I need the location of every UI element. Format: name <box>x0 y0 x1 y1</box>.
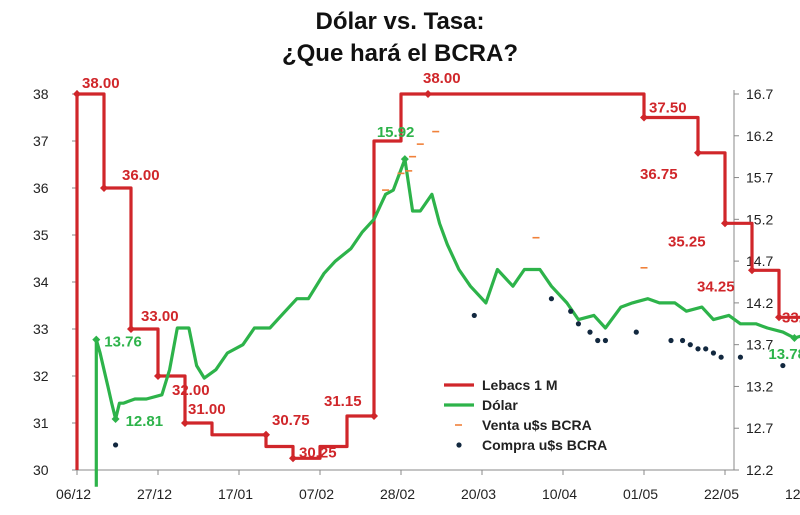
data-label: 38.00 <box>423 70 461 87</box>
x-tick-label: 22/05 <box>704 486 739 502</box>
y-tick-label: 30 <box>33 462 49 478</box>
compra-point <box>568 308 574 314</box>
compra-point <box>703 346 709 352</box>
data-marker <box>154 372 162 380</box>
data-marker <box>694 148 702 157</box>
compra-point <box>737 354 744 360</box>
y-tick-label: 33 <box>33 321 49 337</box>
x-tick-label: 27/12 <box>137 486 172 502</box>
y-tick-label: 36 <box>33 180 49 196</box>
data-marker <box>370 411 378 420</box>
data-marker <box>127 325 135 333</box>
data-marker <box>748 266 756 275</box>
x-tick-label: 28/02 <box>380 486 415 502</box>
data-label: 37.50 <box>649 100 687 117</box>
data-marker <box>73 90 81 98</box>
compra-point <box>471 312 477 319</box>
compra-point <box>668 337 674 344</box>
y2-tick-label: 12.7 <box>746 420 773 436</box>
dolar-series-line <box>94 157 800 487</box>
y-tick-label: 32 <box>33 368 49 384</box>
compra-point <box>687 342 693 348</box>
x-tick-label: 06/12 <box>56 486 91 502</box>
legend: Lebacs 1 M Dólar Venta u$s BCRA Compra u$s … <box>444 377 607 453</box>
compra-point <box>718 354 724 360</box>
data-label: 32.00 <box>172 382 210 399</box>
y-tick-label: 31 <box>33 415 49 431</box>
data-marker <box>262 430 270 439</box>
legend-label: Dólar <box>482 397 518 413</box>
legend-label: Lebacs 1 M <box>482 377 557 393</box>
plot-area <box>73 90 800 487</box>
data-label: 34.25 <box>697 278 735 295</box>
x-tick-label: 01/05 <box>623 486 658 502</box>
data-marker <box>289 454 297 463</box>
y2-tick-label: 16.7 <box>746 86 773 102</box>
chart-title-line-1: Dólar vs. Tasa: <box>315 8 485 35</box>
data-marker <box>790 333 799 342</box>
data-label: 31.15 <box>324 393 362 410</box>
data-marker <box>400 155 409 164</box>
x-tick-label: 20/03 <box>461 486 496 502</box>
data-label: 30.75 <box>272 412 310 429</box>
y2-tick-label: 13.2 <box>746 378 773 394</box>
legend-swatch <box>456 442 462 448</box>
compra-point <box>587 329 593 335</box>
data-label: 30.25 <box>299 444 337 461</box>
data-marker <box>775 313 783 322</box>
x-tick-label: 10/04 <box>542 486 577 502</box>
y2-tick-label: 15.7 <box>746 170 773 186</box>
compra-point <box>633 329 639 335</box>
data-marker <box>111 415 120 424</box>
data-label: 12.81 <box>126 413 164 430</box>
compra-point <box>679 337 686 344</box>
y2-tick-label: 16.2 <box>746 128 773 144</box>
y2-tick-label: 15.2 <box>746 211 773 227</box>
compra-point <box>780 362 786 369</box>
data-label: 38.00 <box>82 75 120 92</box>
data-label: 35.25 <box>668 233 706 250</box>
x-tick-label: 12/06 <box>785 486 800 502</box>
y2-tick-label: 14.7 <box>746 253 773 269</box>
chart-title: Dólar vs. Tasa: ¿Que hará el BCRA? <box>0 6 800 70</box>
data-label: 36.75 <box>640 166 678 183</box>
data-label: 13.76 <box>104 334 142 351</box>
y-tick-label: 38 <box>33 86 49 102</box>
data-label: 33.25 <box>782 309 800 326</box>
compra-point <box>112 442 119 448</box>
data-marker <box>424 90 432 98</box>
compra-point <box>548 296 555 302</box>
y2-tick-label: 13.7 <box>746 337 773 353</box>
legend-label: Compra u$s BCRA <box>482 437 607 453</box>
y-tick-label: 37 <box>33 133 49 149</box>
data-marker <box>721 219 729 228</box>
compra-point <box>710 350 717 356</box>
y-tick-label: 35 <box>33 227 49 243</box>
data-label: 13.78 <box>768 346 800 363</box>
y2-tick-label: 12.2 <box>746 462 773 478</box>
compra-point <box>575 321 582 327</box>
chart-title-line-2: ¿Que hará el BCRA? <box>281 40 519 67</box>
compra-point <box>602 337 609 344</box>
data-marker <box>92 335 101 344</box>
data-marker <box>100 184 108 192</box>
y2-tick-label: 14.2 <box>746 295 773 311</box>
lebacs-series-line <box>75 92 800 470</box>
x-tick-label: 17/01 <box>218 486 253 502</box>
data-labels: 38.00 36.00 33.00 32.00 31.00 30.75 30.25 31.15… <box>82 70 800 461</box>
data-label: 15.92 <box>377 124 415 141</box>
data-marker <box>640 113 648 122</box>
legend-label: Venta u$s BCRA <box>482 417 592 433</box>
data-label: 31.00 <box>188 401 226 418</box>
compra-point <box>695 346 701 352</box>
compra-point <box>595 337 601 344</box>
y-tick-label: 34 <box>33 274 49 290</box>
data-marker <box>181 419 189 427</box>
x-tick-label: 07/02 <box>299 486 334 502</box>
data-label: 36.00 <box>122 167 160 184</box>
data-label: 33.00 <box>141 308 179 325</box>
axes: 30 31 32 33 34 35 36 37 38 12.2 12.7 13.2 13.7 14.2 14… <box>33 86 800 502</box>
